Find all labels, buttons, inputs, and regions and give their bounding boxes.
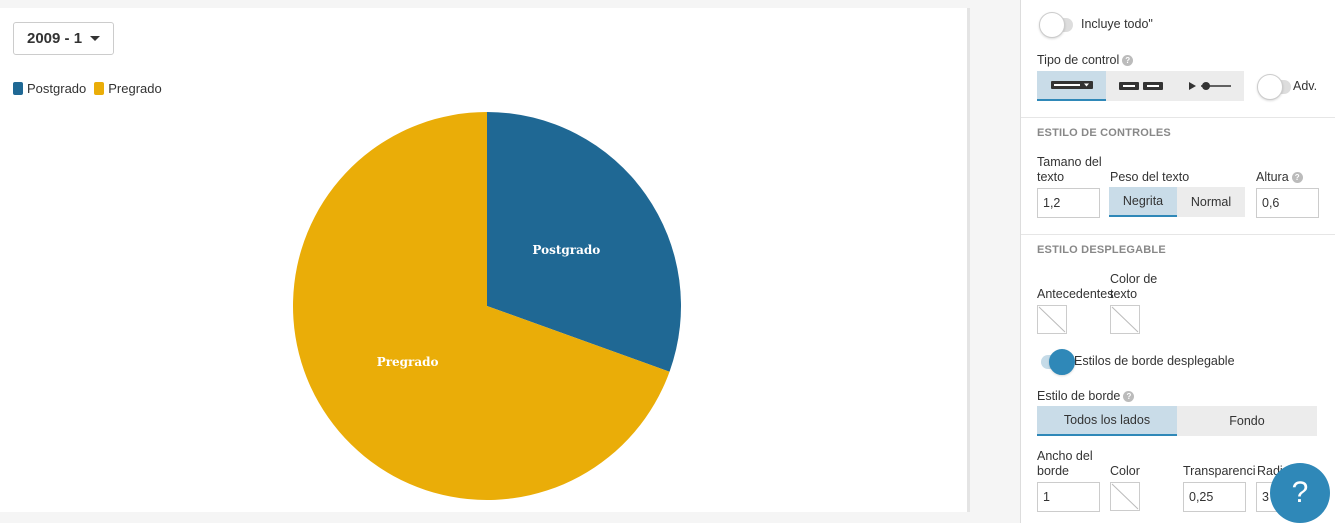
caret-down-icon bbox=[90, 36, 100, 41]
includes-all-toggle[interactable] bbox=[1039, 12, 1073, 38]
legend-swatch-pregrado bbox=[94, 82, 105, 95]
divider bbox=[1021, 234, 1335, 235]
pie-slice-pregrado[interactable] bbox=[293, 111, 670, 500]
pie-chart: Postgrado Pregrado bbox=[293, 111, 681, 500]
slice-label-postgrado: Postgrado bbox=[532, 243, 600, 257]
buttons-control-icon bbox=[1118, 82, 1163, 90]
control-type-label: Tipo de control? bbox=[1037, 53, 1134, 67]
dropdown-style-heading: ESTILO DESPLEGABLE bbox=[1037, 244, 1166, 256]
settings-panel: Incluye todo" Tipo de control? Adv. ESTI… bbox=[1020, 0, 1335, 523]
advanced-label: Adv. bbox=[1293, 79, 1318, 93]
legend-item-postgrado[interactable]: Postgrado bbox=[13, 81, 86, 96]
border-color-label: Color bbox=[1110, 464, 1140, 478]
border-width-input[interactable]: 1 bbox=[1037, 482, 1100, 512]
legend-swatch-postgrado bbox=[13, 82, 23, 95]
height-label: Altura? bbox=[1256, 170, 1303, 184]
text-weight-label: Peso del texto bbox=[1110, 170, 1190, 184]
no-color-icon bbox=[1111, 483, 1139, 510]
dropdown-control-icon bbox=[1050, 81, 1093, 89]
controls-style-heading: ESTILO DE CONTROLES bbox=[1037, 127, 1171, 139]
slice-label-pregrado: Pregrado bbox=[377, 355, 439, 369]
toggle-knob bbox=[1257, 74, 1283, 100]
background-label: Antecedentes bbox=[1037, 287, 1114, 301]
control-type-slider[interactable] bbox=[1175, 71, 1244, 101]
legend-label-postgrado: Postgrado bbox=[27, 81, 87, 96]
no-color-icon bbox=[1038, 306, 1066, 333]
help-icon[interactable]: ? bbox=[1122, 55, 1134, 67]
control-type-buttons[interactable] bbox=[1106, 71, 1175, 101]
border-style-label: Estilo de borde? bbox=[1037, 389, 1135, 403]
border-style-text: Estilo de borde bbox=[1037, 389, 1121, 403]
border-styles-toggle[interactable] bbox=[1041, 349, 1075, 375]
height-text: Altura bbox=[1256, 170, 1289, 184]
text-size-label: Tamano del texto bbox=[1037, 155, 1102, 184]
pie-slice-postgrado[interactable] bbox=[487, 112, 681, 372]
border-width-label: Ancho del borde bbox=[1037, 449, 1093, 478]
transparency-label: Transparencia bbox=[1183, 464, 1256, 478]
help-button[interactable]: ? bbox=[1270, 463, 1330, 523]
control-type-dropdown[interactable] bbox=[1037, 71, 1106, 101]
chart-legend: Postgrado Pregrado bbox=[13, 81, 170, 96]
legend-label-pregrado: Pregrado bbox=[108, 81, 162, 96]
slider-control-icon bbox=[1188, 82, 1231, 90]
toggle-knob bbox=[1049, 349, 1075, 375]
advanced-toggle[interactable] bbox=[1257, 74, 1291, 100]
includes-all-label: Incluye todo" bbox=[1081, 17, 1153, 31]
border-all-sides-button[interactable]: Todos los lados bbox=[1037, 406, 1177, 436]
border-styles-label: Estilos de borde desplegable bbox=[1074, 354, 1235, 368]
transparency-input[interactable]: 0,25 bbox=[1183, 482, 1246, 512]
year-dropdown-value: 2009 - 1 bbox=[27, 30, 83, 47]
help-icon[interactable]: ? bbox=[1123, 391, 1135, 403]
weight-bold-button[interactable]: Negrita bbox=[1109, 187, 1177, 217]
text-color-swatch[interactable] bbox=[1110, 305, 1140, 334]
year-dropdown[interactable]: 2009 - 1 bbox=[13, 22, 114, 55]
weight-normal-button[interactable]: Normal bbox=[1177, 187, 1245, 217]
height-input[interactable]: 0,6 bbox=[1256, 188, 1319, 218]
toggle-knob bbox=[1039, 12, 1065, 38]
help-icon[interactable]: ? bbox=[1291, 172, 1303, 184]
divider bbox=[1021, 117, 1335, 118]
no-color-icon bbox=[1111, 306, 1139, 333]
background-color-swatch[interactable] bbox=[1037, 305, 1067, 334]
chart-card: Postgrado Pregrado 2009 - 1 Postgrado Pre… bbox=[0, 8, 970, 512]
border-background-button[interactable]: Fondo bbox=[1177, 406, 1317, 436]
legend-item-pregrado[interactable]: Pregrado bbox=[94, 81, 162, 96]
text-size-input[interactable]: 1,2 bbox=[1037, 188, 1100, 218]
control-type-text: Tipo de control bbox=[1037, 53, 1120, 67]
border-color-swatch[interactable] bbox=[1110, 482, 1140, 511]
text-color-label: Color de texto bbox=[1110, 272, 1158, 301]
question-icon: ? bbox=[1291, 476, 1309, 509]
